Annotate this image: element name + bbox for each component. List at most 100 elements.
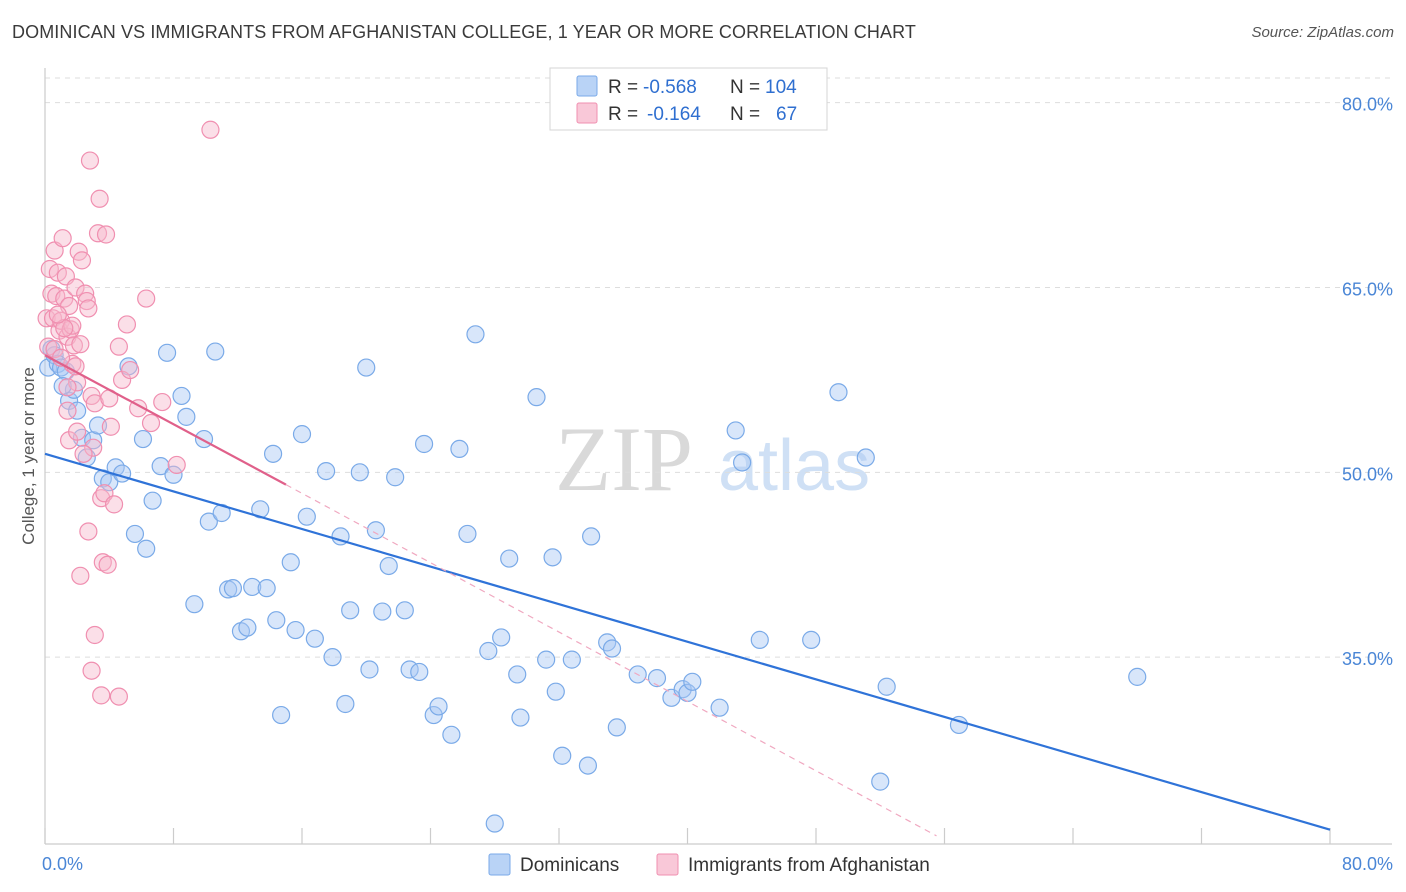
dominicans-point-50 <box>336 694 355 714</box>
dominicans-point-55 <box>366 521 385 540</box>
dominicans-point-62 <box>414 434 434 454</box>
dominicans-point-93 <box>726 421 745 440</box>
afghanistan-point-41 <box>117 315 137 334</box>
dominicans-point-79 <box>553 746 572 765</box>
dominicans-point-100 <box>877 677 896 696</box>
legend-r-value-1: -0.568 <box>643 77 697 98</box>
afghanistan-point-26 <box>80 151 100 170</box>
dominicans-point-25 <box>172 386 191 406</box>
afghanistan-point-23 <box>76 284 95 303</box>
afghanistan-point-56 <box>82 661 101 680</box>
dominicans-point-26 <box>177 407 196 426</box>
afghanistan-trend-line <box>44 354 287 486</box>
dominicans-point-44 <box>292 425 312 444</box>
dominicans-point-29 <box>199 512 218 531</box>
dominicans-point-78 <box>546 682 565 701</box>
bottom-legend-dominicans: Dominicans <box>520 855 619 876</box>
dominicans-point-39 <box>263 444 283 463</box>
dominicans-point-41 <box>272 705 291 725</box>
dominicans-point-102 <box>1128 667 1147 686</box>
axes <box>44 68 1392 845</box>
dominicans-point-57 <box>379 556 398 576</box>
dominicans-point-85 <box>607 718 626 737</box>
dominicans-point-52 <box>350 463 369 482</box>
afghanistan-point-18 <box>66 278 85 297</box>
dominicans-point-72 <box>500 549 519 568</box>
afghanistan-point-48 <box>201 120 220 139</box>
dominicans-point-47 <box>316 461 336 481</box>
dominicans-point-82 <box>582 527 601 546</box>
dominicans-point-38 <box>257 579 276 598</box>
dominicans-point-19 <box>133 429 153 449</box>
dominicans-point-18 <box>125 524 145 544</box>
legend-swatch-dominicans <box>576 75 598 97</box>
dominicans-point-42 <box>281 553 300 572</box>
dominicans-point-91 <box>683 672 702 691</box>
afghanistan-point-37 <box>101 417 120 436</box>
legend-n-value-1: 104 <box>765 77 797 98</box>
afghanistan-point-63 <box>48 305 67 324</box>
series-legend: Dominicans Immigrants from Afghanistan <box>488 853 930 876</box>
dominicans-trend-line <box>44 452 1331 831</box>
afghanistan-point-54 <box>85 625 104 645</box>
dominicans-point-46 <box>305 629 324 648</box>
scatter-points <box>37 120 1147 833</box>
dominicans-point-8 <box>68 401 87 420</box>
afghanistan-point-19 <box>68 373 87 392</box>
dominicans-point-27 <box>185 595 204 614</box>
legend-n-value-2: 67 <box>776 104 797 125</box>
dominicans-point-21 <box>143 491 162 510</box>
dominicans-point-35 <box>238 618 257 637</box>
dominicans-point-48 <box>323 648 342 667</box>
afghanistan-point-22 <box>72 251 92 270</box>
afghanistan-point-25 <box>79 299 98 318</box>
y-tick-label-2: 50.0% <box>1342 464 1393 484</box>
dominicans-point-22 <box>151 457 170 476</box>
dominicans-point-61 <box>410 662 429 682</box>
x-tick-label-1: 80.0% <box>1342 854 1393 874</box>
afghanistan-point-42 <box>121 360 140 380</box>
dominicans-point-30 <box>206 342 225 361</box>
dominicans-point-43 <box>286 620 305 640</box>
dominicans-point-40 <box>267 611 286 630</box>
legend-r-label-1: R = <box>608 77 638 98</box>
afghanistan-point-0 <box>37 309 56 328</box>
dominicans-point-92 <box>710 698 729 717</box>
dominicans-point-74 <box>511 708 530 727</box>
dominicans-point-97 <box>829 383 848 402</box>
dominicans-point-45 <box>297 507 316 526</box>
afghanistan-point-53 <box>71 566 90 585</box>
y-tick-label-1: 65.0% <box>1342 279 1393 299</box>
afghanistan-point-29 <box>85 394 104 413</box>
afghanistan-point-55 <box>98 555 117 574</box>
y-tick-label-0: 80.0% <box>1342 95 1393 115</box>
chart-title: DOMINICAN VS IMMIGRANTS FROM AFGHANISTAN… <box>12 22 916 42</box>
dominicans-point-80 <box>562 650 581 669</box>
y-tick-label-3: 35.0% <box>1342 649 1393 669</box>
afghanistan-point-46 <box>153 392 172 412</box>
dominicans-point-24 <box>164 465 183 484</box>
stats-legend: R = -0.568 N = 104 R = -0.164 N = 67 <box>549 67 828 131</box>
dominicans-point-95 <box>750 630 769 650</box>
afghanistan-point-10 <box>53 229 72 248</box>
dominicans-point-69 <box>479 641 498 661</box>
tick-labels: 80.0% 65.0% 50.0% 35.0% 0.0% 80.0% <box>42 95 1393 874</box>
legend-swatch-afghanistan <box>576 102 598 124</box>
dominicans-point-51 <box>341 601 360 620</box>
dominicans-point-33 <box>223 579 243 598</box>
dominicans-point-96 <box>802 630 821 650</box>
bottom-legend-swatch-dominicans <box>488 853 511 876</box>
afghanistan-trend-extension <box>285 484 937 837</box>
y-axis-label: College, 1 year or more <box>19 367 38 545</box>
dominicans-point-70 <box>485 814 504 833</box>
afghanistan-point-17 <box>64 336 84 355</box>
trend-lines <box>44 354 1331 837</box>
dominicans-point-81 <box>578 756 598 775</box>
watermark-atlas: atlas <box>718 426 870 506</box>
dominicans-point-23 <box>157 343 177 362</box>
dominicans-point-20 <box>137 539 156 558</box>
dominicans-point-63 <box>424 705 443 725</box>
legend-n-label-1: N = <box>730 77 760 98</box>
legend-n-label-2: N = <box>730 104 760 125</box>
